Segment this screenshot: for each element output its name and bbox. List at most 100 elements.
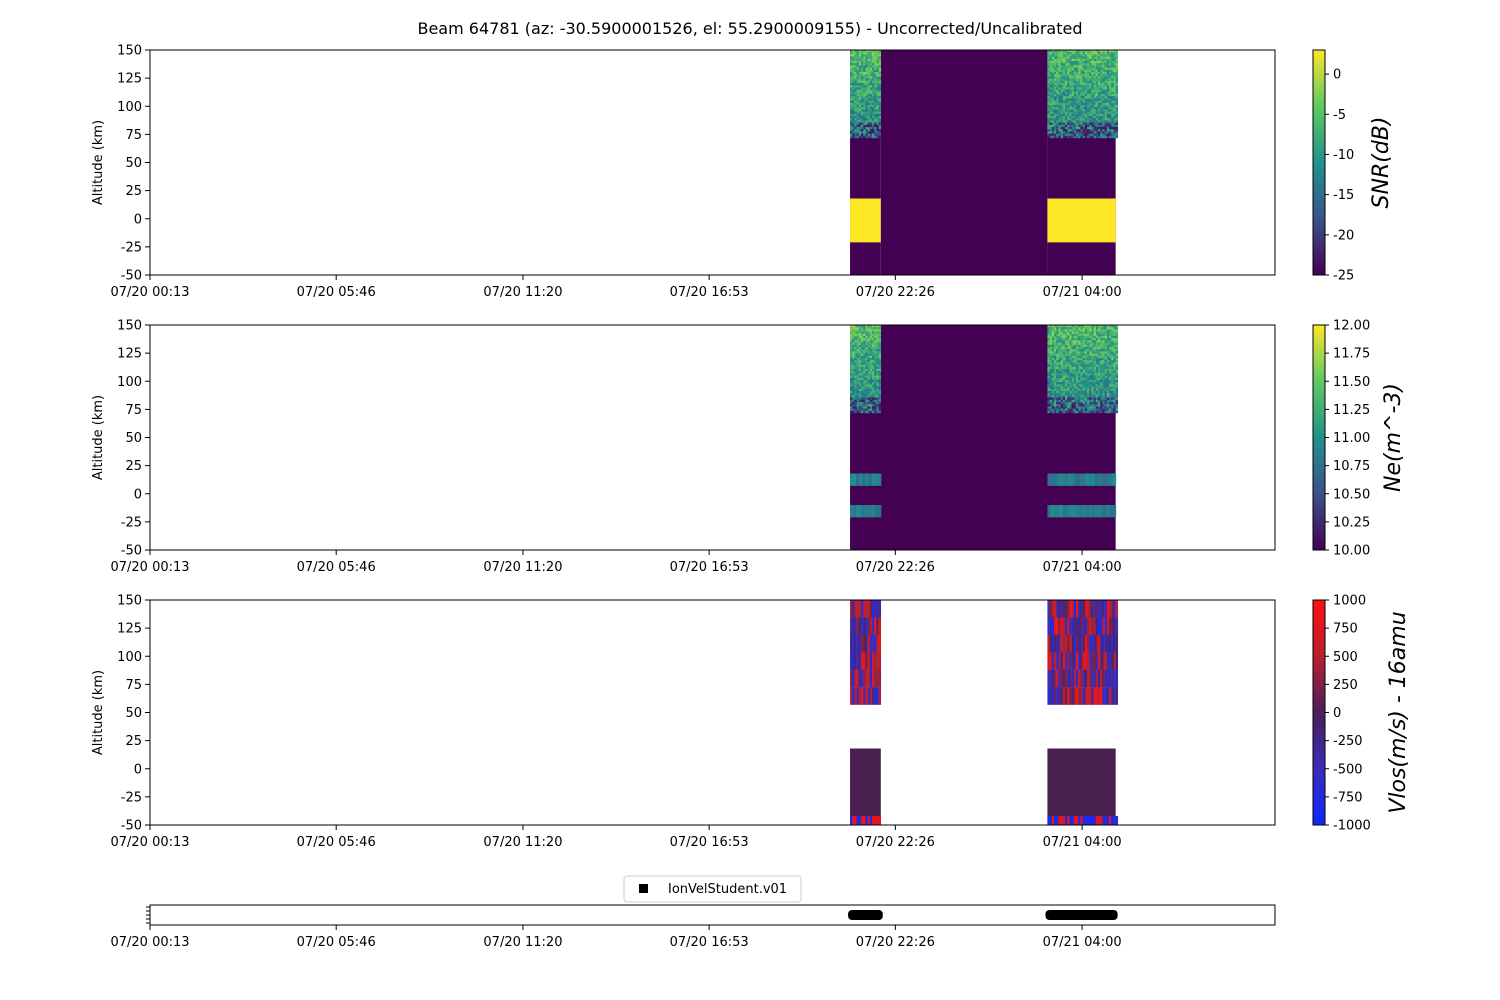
heatmap-cell xyxy=(854,50,857,53)
heatmap-cell xyxy=(1106,113,1110,117)
heatmap-cell xyxy=(1071,52,1075,55)
heatmap-cell xyxy=(1051,118,1055,121)
heatmap-cell xyxy=(869,122,873,125)
heatmap-cell xyxy=(1113,327,1116,330)
heatmap-cell xyxy=(1069,344,1072,348)
heatmap-cell xyxy=(1062,687,1066,705)
heatmap-cell xyxy=(876,364,879,367)
y-tick-label: -25 xyxy=(121,240,142,255)
heatmap-cell xyxy=(1051,58,1055,62)
heatmap-cell xyxy=(1089,89,1092,92)
heatmap-cell xyxy=(1113,63,1116,66)
heatmap-cell xyxy=(1080,351,1083,354)
heatmap-cell xyxy=(1047,364,1050,367)
heatmap-cell xyxy=(865,338,868,341)
heatmap-cell xyxy=(863,410,866,414)
heatmap-cell xyxy=(874,100,877,103)
heatmap-cell xyxy=(1051,94,1055,97)
heatmap-cell xyxy=(1100,133,1103,136)
heatmap-cell xyxy=(1098,122,1101,125)
heatmap-cell xyxy=(878,116,882,119)
heatmap-cell xyxy=(1091,397,1094,400)
heatmap-cell xyxy=(867,61,871,64)
heatmap-cell xyxy=(1104,65,1108,68)
heatmap-cell xyxy=(1102,61,1105,64)
heatmap-cell xyxy=(878,54,882,57)
heatmap-cell xyxy=(1087,331,1090,334)
heatmap-cell xyxy=(1091,349,1094,352)
heatmap-cell xyxy=(1047,118,1050,121)
heatmap-cell xyxy=(1051,382,1055,385)
heatmap-cell xyxy=(1084,94,1088,97)
heatmap-cell xyxy=(878,375,882,378)
heatmap-cell xyxy=(850,473,854,486)
heatmap-cell xyxy=(854,72,857,75)
heatmap-cell xyxy=(1113,96,1116,99)
heatmap-cell xyxy=(863,54,866,57)
heatmap-cell xyxy=(1115,76,1119,79)
heatmap-cell xyxy=(876,687,879,705)
heatmap-cell xyxy=(1082,342,1086,345)
heatmap-cell xyxy=(854,347,857,350)
heatmap-cell xyxy=(1051,410,1055,414)
heatmap-cell xyxy=(865,399,868,403)
heatmap-cell xyxy=(1078,100,1081,103)
heatmap-cell xyxy=(1109,50,1112,53)
heatmap-cell xyxy=(878,380,882,383)
heatmap-cell xyxy=(1087,327,1090,330)
heatmap-cell xyxy=(858,377,862,381)
heatmap-cell xyxy=(1062,111,1066,114)
heatmap-cell xyxy=(1115,384,1119,387)
heatmap-cell xyxy=(865,816,868,825)
heatmap-cell xyxy=(1091,56,1094,59)
heatmap-cell xyxy=(1049,98,1053,101)
heatmap-cell xyxy=(1073,63,1077,66)
heatmap-cell xyxy=(861,111,864,114)
heatmap-cell xyxy=(872,617,875,636)
heatmap-cell xyxy=(1080,399,1083,403)
heatmap-cell xyxy=(869,408,873,411)
heatmap-cell xyxy=(861,349,864,352)
heatmap-cell xyxy=(863,74,866,77)
heatmap-cell xyxy=(1104,344,1108,348)
heatmap-cell xyxy=(863,331,866,334)
heatmap-cell xyxy=(872,107,875,110)
heatmap-cell xyxy=(876,373,879,376)
heatmap-cell xyxy=(1049,72,1053,75)
heatmap-cell xyxy=(1062,360,1066,363)
x-tick-label: 07/21 04:00 xyxy=(1043,935,1122,950)
heatmap-cell xyxy=(1080,408,1083,411)
heatmap-cell xyxy=(1073,380,1077,383)
heatmap-cell xyxy=(1062,652,1066,670)
heatmap-cell xyxy=(1098,355,1101,359)
heatmap-cell xyxy=(1111,353,1114,356)
heatmap-cell xyxy=(1087,349,1090,352)
heatmap-cell xyxy=(878,336,882,339)
heatmap-cell xyxy=(1093,338,1097,341)
heatmap-cell xyxy=(1082,96,1086,99)
heatmap-cell xyxy=(1109,333,1112,337)
heatmap-cell xyxy=(872,89,875,92)
x-tick-label: 07/21 04:00 xyxy=(1043,560,1122,575)
heatmap-cell xyxy=(869,100,873,103)
heatmap-cell xyxy=(1076,408,1079,411)
heatmap-cell xyxy=(878,118,882,121)
heatmap-cell xyxy=(861,127,864,130)
heatmap-cell xyxy=(858,56,862,59)
heatmap-cell xyxy=(865,342,868,345)
heatmap-cell xyxy=(874,56,877,59)
heatmap-cell xyxy=(1091,120,1094,123)
heatmap-cell xyxy=(1060,816,1064,825)
heatmap-cell xyxy=(1076,325,1079,328)
heatmap-cell xyxy=(869,338,873,341)
heatmap-cell xyxy=(1109,397,1112,400)
heatmap-cell xyxy=(850,105,853,108)
heatmap-cell xyxy=(858,80,862,84)
heatmap-cell xyxy=(876,351,879,354)
heatmap-cell xyxy=(1115,327,1119,330)
heatmap-cell xyxy=(1087,80,1090,84)
heatmap-cell xyxy=(1087,56,1090,59)
heatmap-cell xyxy=(1095,360,1099,363)
heatmap-cell xyxy=(876,61,879,64)
